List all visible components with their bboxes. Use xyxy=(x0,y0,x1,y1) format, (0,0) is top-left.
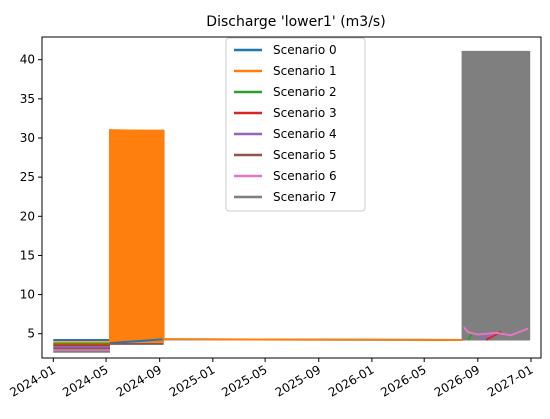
series-band-1 xyxy=(109,129,165,343)
x-tick-label: 2025-09 xyxy=(273,362,323,399)
y-tick-label: 10 xyxy=(20,288,35,302)
y-tick-label: 30 xyxy=(20,131,35,145)
x-tick-label: 2026-01 xyxy=(326,362,376,399)
chart-title: Discharge 'lower1' (m3/s) xyxy=(206,14,385,30)
legend: Scenario 0 Scenario 1 Scenario 2 Scenario 3… xyxy=(225,37,366,212)
x-tick-label: 2024-09 xyxy=(114,362,164,399)
x-tick-label: 2027-01 xyxy=(485,362,535,399)
plot-area xyxy=(53,50,531,353)
legend-label-5: Scenario 5 xyxy=(273,148,337,162)
x-tick-label: 2026-09 xyxy=(432,362,482,399)
y-tick-label: 5 xyxy=(27,327,35,341)
legend-label-7: Scenario 7 xyxy=(273,190,337,204)
legend-label-0: Scenario 0 xyxy=(273,43,337,57)
legend-frame xyxy=(225,37,366,212)
series-layer xyxy=(53,50,531,353)
y-tick-label: 15 xyxy=(20,248,35,262)
series-line-1-segment-1 xyxy=(109,129,165,342)
x-tick-label: 2024-01 xyxy=(7,362,57,399)
series-line-1-segment-2 xyxy=(163,338,463,341)
x-tick-label: 2024-05 xyxy=(60,362,110,399)
plot-frame xyxy=(41,36,542,359)
series-line-4-segment-1 xyxy=(479,333,493,341)
series-line-7-segment-1 xyxy=(461,50,531,340)
series-band-7 xyxy=(462,51,530,341)
band-layer xyxy=(109,51,530,343)
legend-label-1: Scenario 1 xyxy=(273,64,337,78)
legend-label-4: Scenario 4 xyxy=(273,127,337,141)
y-tick-label: 25 xyxy=(20,170,35,184)
y-tick-label: 35 xyxy=(20,92,35,106)
y-tick-label: 20 xyxy=(20,209,35,223)
x-tick-label: 2025-05 xyxy=(219,362,269,399)
legend-label-6: Scenario 6 xyxy=(273,169,337,183)
legend-label-3: Scenario 3 xyxy=(273,106,337,120)
x-tick-label: 2025-01 xyxy=(167,362,217,399)
series-line-6-segment-1 xyxy=(461,325,530,337)
y-tick-label: 40 xyxy=(20,53,35,67)
legend-label-2: Scenario 2 xyxy=(273,85,337,99)
x-tick-label: 2026-05 xyxy=(378,362,428,399)
